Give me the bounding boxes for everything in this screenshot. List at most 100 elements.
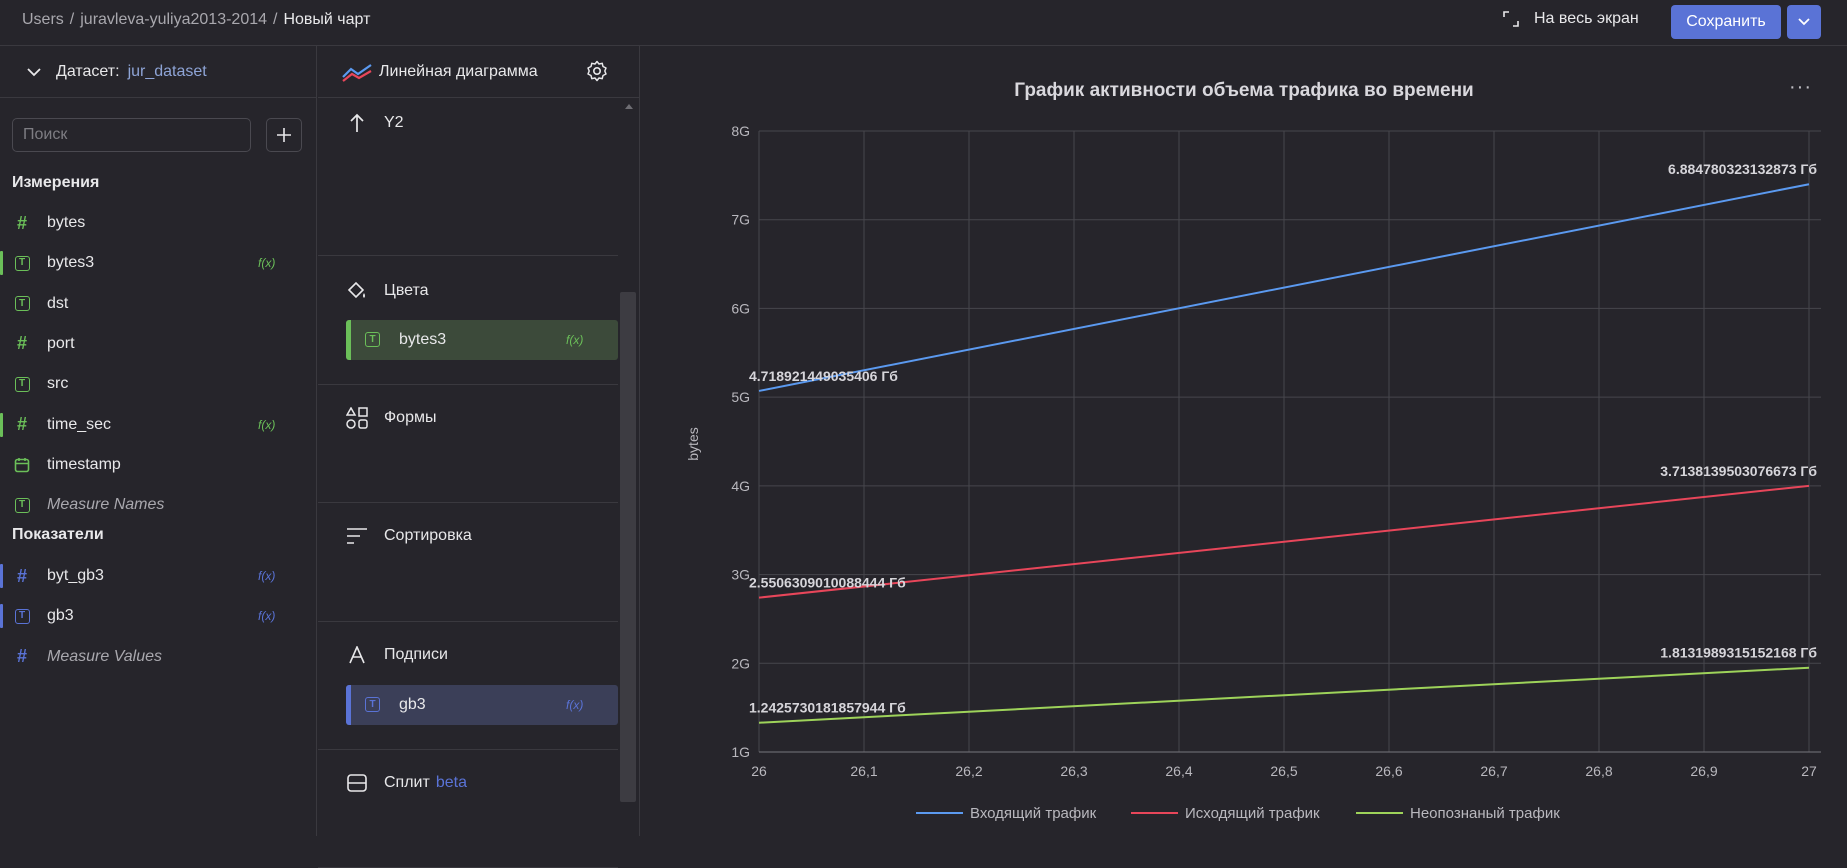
field-item[interactable]: # time_sec f(x) [0,407,300,443]
colors-field-chip[interactable]: T bytes3 f(x) [346,320,618,360]
x-tick-label: 27 [1801,763,1817,779]
field-name: time_sec [47,415,112,433]
text-type-icon: T [12,606,32,626]
fullscreen-label: На весь экран [1534,10,1639,27]
legend-item: Исходящий трафик [1185,805,1320,822]
line-chart: 1G 2G 3G 4G 5G 6G 7G 8G 26 26,1 26,2 26,3 26,4 26,5 26… [685,123,1821,822]
section-sort-label: Сортировка [384,527,472,544]
field-item[interactable]: # byt_gb3 f(x) [0,558,300,594]
save-options-button[interactable] [1787,5,1821,39]
split-icon [347,774,367,792]
chart-type-label: Линейная диаграмма [379,62,538,80]
gear-icon[interactable] [586,60,608,82]
x-tick-label: 26,1 [850,763,877,779]
field-item[interactable]: # bytes [0,205,300,241]
section-split-header: Сплит beta [346,772,467,794]
section-y2-header: Y2 [346,112,404,134]
dimensions-title: Измерения [12,174,100,191]
section-sort-header: Сортировка [346,525,472,547]
top-bar: Users / juravleva-yuliya2013-2014 / Новы… [0,0,1847,46]
y-tick-label: 2G [731,655,750,671]
y-tick-label: 4G [731,478,750,494]
more-menu-icon[interactable]: ··· [1789,76,1812,98]
fullscreen-button[interactable]: На весь экран [1502,10,1639,28]
section-colors-header: Цвета [346,280,429,302]
field-name: timestamp [47,455,121,473]
dataset-name[interactable]: jur_dataset [127,62,207,80]
measures-title: Показатели [12,526,104,543]
y-tick-label: 1G [731,744,750,760]
breadcrumb-folder[interactable]: juravleva-yuliya2013-2014 [80,11,268,28]
formula-icon: f(x) [258,569,276,583]
y-tick-label: 8G [731,123,750,139]
text-type-icon: T [12,253,32,273]
line-chart-icon [342,64,372,82]
sort-icon [347,528,367,544]
breadcrumb-separator: / [69,11,75,28]
field-accent-bar [0,412,3,437]
x-tick-label: 26,2 [955,763,982,779]
legend-item: Входящий трафик [970,805,1097,822]
labels-field-chip[interactable]: T gb3 f(x) [346,685,618,725]
section-y2: Y2 [318,98,618,256]
scroll-up-icon[interactable] [624,102,634,110]
y-tick-label: 7G [731,212,750,228]
field-name: bytes [47,214,86,231]
search-input[interactable] [12,118,251,152]
section-labels: Подписи T gb3 f(x) [318,622,618,750]
x-tick-label: 26,6 [1375,763,1402,779]
breadcrumb-current: Новый чарт [283,11,371,28]
formula-icon: f(x) [566,698,584,712]
number-type-icon: # [16,646,27,667]
add-field-button[interactable] [266,118,302,152]
section-split-label: Сплит [384,774,430,791]
field-accent-bar [0,564,3,588]
text-type-icon: T [12,495,32,515]
dataset-header[interactable]: Датасет: jur_dataset [0,46,317,98]
field-name: Measure Names [47,496,165,514]
chart-type-selector[interactable]: Линейная диаграмма [318,46,640,98]
data-label: 4.718921449035406 Гб [749,368,898,384]
section-sort: Сортировка [318,503,618,622]
formula-icon: f(x) [566,333,584,347]
field-item[interactable]: timestamp [0,447,300,483]
field-item[interactable]: T Measure Names [0,487,300,523]
data-label: 1.2425730181857944 Гб [749,700,906,716]
field-item[interactable]: # Measure Values [0,639,300,675]
text-type-icon: T [12,374,32,394]
expand-icon [1503,11,1519,27]
x-tick-label: 26,5 [1270,763,1297,779]
scrollbar-thumb[interactable] [620,292,636,802]
y-tick-label: 5G [731,389,750,405]
paint-bucket-icon [347,281,365,299]
formula-icon: f(x) [258,609,276,624]
field-accent-bar [0,604,3,629]
chevron-down-icon[interactable] [26,66,42,78]
x-tick-label: 26,3 [1060,763,1087,779]
x-tick-label: 26,9 [1690,763,1717,779]
breadcrumb-root[interactable]: Users [22,11,64,28]
save-button[interactable]: Сохранить [1671,5,1781,39]
arrow-up-icon [350,113,364,132]
field-name: gb3 [47,607,74,625]
config-scrollbar[interactable] [618,98,640,836]
field-item[interactable]: # port [0,326,300,362]
x-tick-label: 26,4 [1165,763,1192,779]
chart-area: График активности объема трафика во врем… [641,46,1847,836]
shapes-icon [346,407,368,429]
x-tick-label: 26,8 [1585,763,1612,779]
chip-edge [346,685,351,725]
series-line-3 [758,666,1810,724]
y-tick-label: 6G [731,300,750,316]
section-split: Сплит beta [318,750,618,868]
section-shapes-label: Формы [384,409,437,426]
field-name: dst [47,294,69,312]
section-labels-label: Подписи [384,646,448,663]
series-line-1 [758,183,1810,392]
data-label: 3.7138139503076673 Гб [1660,463,1817,479]
section-colors-label: Цвета [384,282,429,299]
